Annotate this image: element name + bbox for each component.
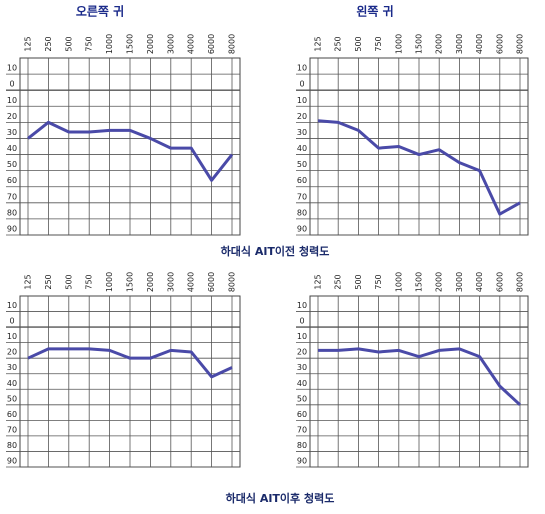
y-tick-label: 60 (297, 176, 307, 185)
x-tick-label: 6000 (495, 34, 504, 54)
y-tick-label: 60 (297, 410, 307, 419)
y-tick-label: 50 (7, 160, 17, 169)
x-tick-label: 125 (24, 36, 33, 51)
x-tick-label: 1500 (415, 272, 424, 292)
x-tick-label: 8000 (516, 34, 525, 54)
y-tick-label: 20 (297, 348, 307, 357)
x-tick-label: 500 (354, 274, 363, 289)
x-tick-label: 125 (314, 36, 323, 51)
x-tick-label: 8000 (516, 272, 525, 292)
x-tick-label: 750 (85, 36, 94, 51)
y-tick-label: 40 (7, 379, 17, 388)
series-line (27, 120, 234, 182)
y-tick-label: 30 (7, 363, 17, 372)
y-tick-label: 60 (7, 410, 17, 419)
x-tick-label: 8000 (228, 34, 237, 54)
y-tick-label: 10 (297, 64, 307, 73)
x-tick-label: 3000 (166, 34, 175, 54)
y-tick-label: 80 (297, 208, 307, 217)
y-tick-label: 20 (297, 112, 307, 121)
series-line (318, 347, 522, 406)
x-tick-label: 8000 (228, 272, 237, 292)
x-tick-label: 250 (44, 36, 53, 51)
x-tick-label: 1500 (415, 34, 424, 54)
x-tick-label: 3000 (455, 272, 464, 292)
caption: 하대식 AIT이후 청력도 (226, 491, 335, 505)
y-tick-label: 40 (7, 144, 17, 153)
x-tick-label: 6000 (207, 272, 216, 292)
x-tick-label: 6000 (207, 34, 216, 54)
y-tick-label: 80 (7, 441, 17, 450)
y-tick-label: 0 (9, 317, 14, 326)
y-tick-label: 80 (297, 441, 307, 450)
y-tick-label: 50 (297, 160, 307, 169)
y-tick-label: 40 (297, 144, 307, 153)
x-tick-label: 250 (334, 36, 343, 51)
x-tick-label: 1000 (394, 34, 403, 54)
y-tick-label: 70 (7, 192, 17, 201)
x-tick-label: 4000 (187, 34, 196, 54)
y-tick-label: 10 (297, 332, 307, 341)
series-line (317, 119, 521, 216)
y-tick-label: 90 (297, 457, 307, 466)
series-line (27, 347, 233, 379)
y-tick-label: 20 (7, 348, 17, 357)
x-tick-label: 1500 (126, 34, 135, 54)
y-tick-label: 0 (299, 317, 304, 326)
x-tick-label: 2000 (146, 34, 155, 54)
x-tick-label: 4000 (187, 272, 196, 292)
chart-title: 오른쪽 귀 (76, 4, 124, 19)
x-tick-label: 4000 (475, 34, 484, 54)
caption: 하대식 AIT이전 청력도 (221, 244, 330, 258)
y-tick-label: 30 (297, 363, 307, 372)
y-tick-label: 10 (7, 301, 17, 310)
y-tick-label: 10 (297, 96, 307, 105)
x-tick-label: 2000 (435, 34, 444, 54)
y-tick-label: 70 (7, 425, 17, 434)
y-tick-label: 90 (7, 225, 17, 234)
y-tick-label: 50 (297, 394, 307, 403)
x-tick-label: 2000 (146, 272, 155, 292)
x-tick-label: 500 (354, 36, 363, 51)
y-tick-label: 10 (7, 64, 17, 73)
x-tick-label: 1000 (105, 34, 114, 54)
y-tick-label: 30 (7, 128, 17, 137)
x-tick-label: 3000 (455, 34, 464, 54)
x-tick-label: 6000 (495, 272, 504, 292)
y-tick-label: 40 (297, 379, 307, 388)
y-tick-label: 50 (7, 394, 17, 403)
y-tick-label: 10 (7, 332, 17, 341)
x-tick-label: 1500 (126, 272, 135, 292)
x-tick-label: 750 (85, 274, 94, 289)
y-tick-label: 80 (7, 208, 17, 217)
x-tick-label: 250 (44, 274, 53, 289)
y-tick-label: 90 (297, 225, 307, 234)
y-tick-label: 90 (7, 457, 17, 466)
y-tick-label: 70 (297, 192, 307, 201)
x-tick-label: 750 (374, 274, 383, 289)
y-tick-label: 20 (7, 112, 17, 121)
x-tick-label: 125 (24, 274, 33, 289)
chart-title: 왼쪽 귀 (356, 4, 393, 19)
y-tick-label: 0 (299, 80, 304, 89)
x-tick-label: 2000 (435, 272, 444, 292)
x-tick-label: 1000 (394, 272, 403, 292)
y-tick-label: 60 (7, 176, 17, 185)
x-tick-label: 500 (64, 274, 73, 289)
y-tick-label: 0 (9, 80, 14, 89)
x-tick-label: 3000 (166, 272, 175, 292)
x-tick-label: 1000 (105, 272, 114, 292)
y-tick-label: 30 (297, 128, 307, 137)
x-tick-label: 750 (374, 36, 383, 51)
y-tick-label: 70 (297, 425, 307, 434)
x-tick-label: 500 (64, 36, 73, 51)
y-tick-label: 10 (7, 96, 17, 105)
x-tick-label: 250 (334, 274, 343, 289)
x-tick-label: 125 (314, 274, 323, 289)
y-tick-label: 10 (297, 301, 307, 310)
x-tick-label: 4000 (475, 272, 484, 292)
